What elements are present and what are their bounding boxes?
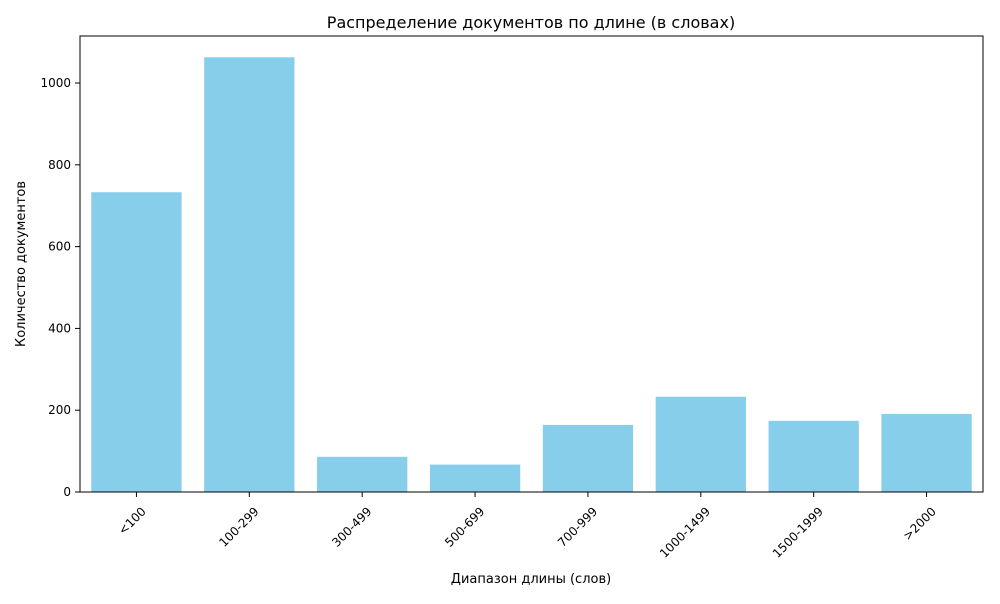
y-tick-label: 400 — [48, 321, 71, 335]
bar — [768, 420, 859, 492]
bar — [91, 192, 182, 492]
x-tick-label: 700-999 — [555, 504, 600, 549]
bar — [429, 464, 521, 492]
x-axis: <100 100-299 300-499 500-699 700-999 1000-149… — [116, 492, 939, 561]
bar — [542, 424, 634, 492]
plot-frame — [79, 35, 984, 493]
x-tick-label: 100-299 — [216, 504, 261, 549]
x-tick-label: 1500-1999 — [770, 504, 826, 560]
chart-title: Распределение документов по длине (в сло… — [327, 13, 735, 32]
y-axis: 0 200 400 600 800 1000 — [40, 76, 80, 499]
bar — [881, 413, 972, 492]
y-tick-label: 600 — [48, 240, 71, 254]
x-tick-label: >2000 — [900, 504, 939, 543]
y-tick-label: 1000 — [40, 76, 71, 90]
bar — [655, 396, 746, 492]
x-tick-label: 300-499 — [329, 504, 374, 549]
bars-group — [91, 57, 972, 493]
x-axis-label: Диапазон длины (слов) — [451, 572, 611, 587]
y-axis-label: Количество документов — [14, 181, 29, 347]
bar — [317, 456, 408, 492]
y-tick-label: 0 — [63, 485, 71, 499]
bar — [204, 57, 295, 493]
x-tick-label: 500-699 — [442, 504, 487, 549]
y-tick-label: 800 — [48, 158, 71, 172]
y-tick-label: 200 — [48, 403, 71, 417]
x-tick-label: 1000-1499 — [657, 504, 713, 560]
x-tick-label: <100 — [116, 504, 149, 537]
